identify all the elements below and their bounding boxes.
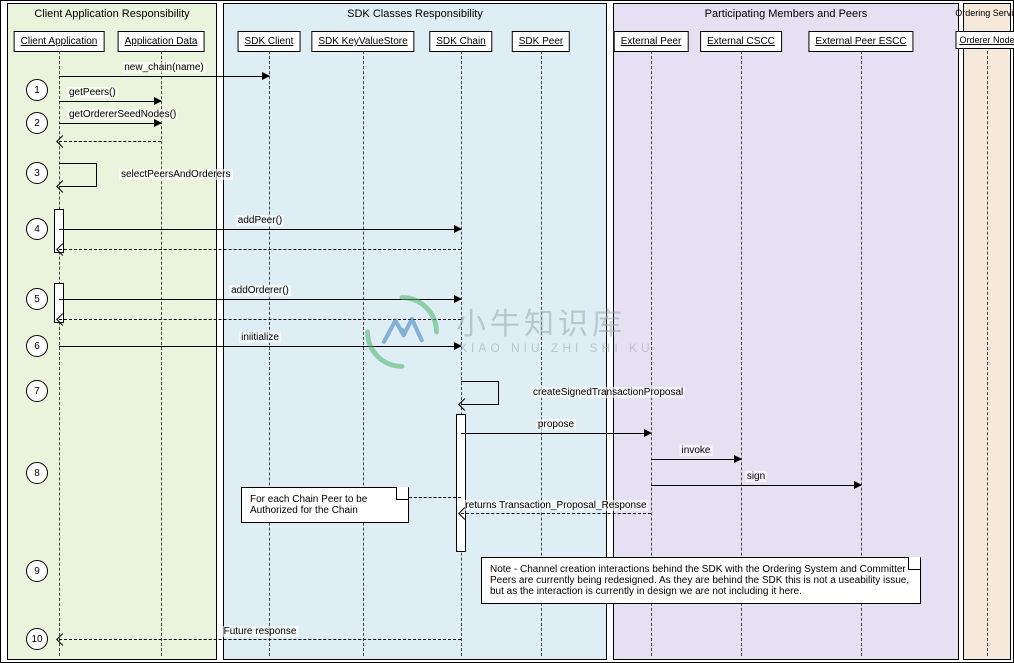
- message-label: iniitialize: [239, 332, 281, 343]
- step-marker: 9: [26, 560, 48, 582]
- step-marker: 6: [26, 335, 48, 357]
- participant-box: SDK KeyValueStore: [311, 31, 414, 52]
- step-marker: 5: [26, 288, 48, 310]
- message-arrow: addPeer(): [59, 229, 461, 230]
- note-box: For each Chain Peer to be Authorized for…: [241, 487, 409, 523]
- message-label: getPeers(): [67, 87, 118, 98]
- message-arrow: new_chain(name): [59, 76, 269, 77]
- step-marker: 3: [26, 162, 48, 184]
- self-message: [461, 381, 499, 405]
- message-arrow: getPeers(): [59, 101, 161, 102]
- message-label: new_chain(name): [122, 62, 206, 73]
- lane-title: Client Application Responsibility: [8, 8, 216, 20]
- participant-box: SDK Chain: [429, 31, 492, 52]
- lifeline: [987, 51, 988, 656]
- self-message: [59, 163, 97, 187]
- message-arrow: returns Transaction_Proposal_Response: [461, 513, 651, 514]
- message-arrow: [59, 249, 461, 250]
- lifeline: [269, 51, 270, 656]
- message-arrow: iniitialize: [59, 346, 461, 347]
- message-arrow: getOrdererSeedNodes(): [59, 123, 161, 124]
- participant-box: Application Data: [118, 31, 205, 52]
- message-arrow: Future response: [59, 639, 461, 640]
- message-label: Future response: [222, 626, 299, 637]
- lane-title: Ordering Service: [934, 8, 1014, 18]
- message-arrow: addOrderer(): [59, 299, 461, 300]
- step-marker: 7: [26, 380, 48, 402]
- message-arrow: [59, 141, 161, 142]
- participant-box: External CSCC: [700, 31, 782, 52]
- message-label: sign: [745, 471, 767, 482]
- step-marker: 1: [26, 79, 48, 101]
- step-marker: 4: [26, 218, 48, 240]
- lifeline: [461, 51, 462, 656]
- lane-title: SDK Classes Responsibility: [224, 8, 606, 20]
- step-marker: 2: [26, 112, 48, 134]
- message-label: propose: [536, 419, 576, 430]
- message-arrow: propose: [461, 433, 651, 434]
- sequence-diagram: Client Application Responsibility SDK Cla…: [0, 0, 1014, 663]
- participant-box: SDK Client: [238, 31, 301, 52]
- message-arrow: [59, 319, 461, 320]
- step-marker: 10: [26, 628, 48, 650]
- self-message-label: selectPeersAndOrderers: [119, 169, 233, 180]
- message-label: getOrdererSeedNodes(): [67, 109, 178, 120]
- step-marker: 8: [26, 462, 48, 484]
- message-label: returns Transaction_Proposal_Response: [463, 500, 648, 511]
- self-message-label: createSignedTransactionProposal: [531, 387, 685, 398]
- message-arrow: sign: [651, 485, 861, 486]
- participant-box: Orderer Node: [955, 31, 1014, 49]
- participant-box: External Peer: [614, 31, 689, 52]
- lane-title: Participating Members and Peers: [614, 8, 958, 20]
- lifeline: [161, 51, 162, 656]
- message-label: invoke: [680, 445, 713, 456]
- message-label: addPeer(): [236, 215, 284, 226]
- activation-bar: [456, 414, 466, 552]
- note-box: Note - Channel creation interactions beh…: [481, 557, 921, 604]
- note-anchor-line: [409, 497, 461, 498]
- participant-box: Client Application: [14, 31, 105, 52]
- message-label: addOrderer(): [229, 285, 291, 296]
- participant-box: External Peer ESCC: [808, 31, 913, 52]
- message-arrow: invoke: [651, 459, 741, 460]
- lifeline: [363, 51, 364, 656]
- participant-box: SDK Peer: [512, 31, 570, 52]
